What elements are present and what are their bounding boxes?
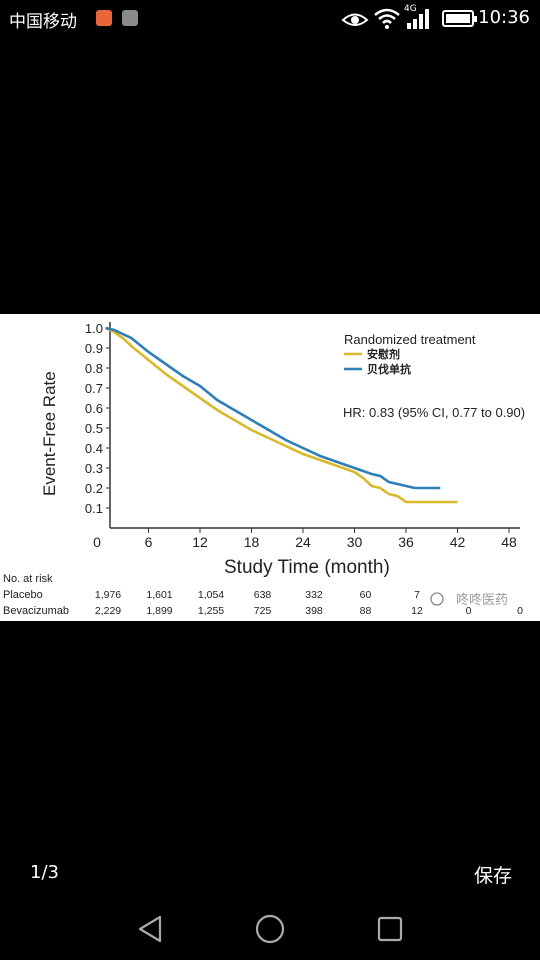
image-counter: 1/3 <box>30 862 59 883</box>
risk-cell: 725 <box>254 605 272 617</box>
status-bar: 中国移动 4G 10:36 <box>0 0 540 36</box>
risk-cell: 638 <box>254 589 272 601</box>
series-line-0 <box>105 326 458 504</box>
risk-table-header: No. at risk <box>3 573 53 585</box>
x-tick-label: 36 <box>398 534 414 550</box>
x-tick-label: 12 <box>192 534 208 550</box>
legend-label: 安慰剂 <box>367 347 400 361</box>
risk-cell: 398 <box>305 605 323 617</box>
risk-row-label: Placebo <box>3 589 43 601</box>
risk-cell: 7 <box>414 589 420 601</box>
y-tick-label: 1.0 <box>85 321 103 336</box>
y-tick-label: 0.9 <box>85 341 103 356</box>
risk-cell: 2,229 <box>95 605 121 617</box>
y-tick-label: 0.7 <box>85 381 103 396</box>
risk-cell: 0 <box>517 605 523 617</box>
risk-cell: 0 <box>466 605 472 617</box>
risk-cell: 1,255 <box>198 605 224 617</box>
battery-icon <box>442 10 477 27</box>
y-tick-label: 0.5 <box>85 421 103 436</box>
legend-label: 贝伐单抗 <box>367 362 411 376</box>
recents-square-icon[interactable] <box>376 915 404 943</box>
x-tick-label: 0 <box>93 534 101 550</box>
carrier-name: 中国移动 <box>9 12 77 32</box>
y-tick-label: 0.8 <box>85 361 103 376</box>
y-tick-label: 0.6 <box>85 401 103 416</box>
watermark: 咚咚医药 <box>456 592 508 608</box>
risk-cell: 1,601 <box>146 589 172 601</box>
back-triangle-icon[interactable] <box>136 914 166 944</box>
km-chart: 0.1 0.2 0.3 0.4 0.5 0.6 0.7 0.8 0.9 1.0 0 6 12 18 24 30… <box>3 321 525 617</box>
x-tick-label: 6 <box>145 534 153 550</box>
chart-image[interactable]: 0.1 0.2 0.3 0.4 0.5 0.6 0.7 0.8 0.9 1.0 0 6 12 18 24 30… <box>0 314 540 621</box>
navigation-bar <box>0 898 540 960</box>
clock: 10:36 <box>478 7 530 28</box>
watermark-icon <box>430 592 444 606</box>
risk-cell: 332 <box>305 589 323 601</box>
network-type: 4G <box>404 4 417 14</box>
risk-row-label: Bevacizumab <box>3 605 69 617</box>
save-button[interactable]: 保存 <box>474 865 513 887</box>
signal-icon <box>407 9 429 29</box>
hr-annotation: HR: 0.83 (95% CI, 0.77 to 0.90) <box>343 405 525 420</box>
notification-app-icon <box>96 10 112 26</box>
x-tick-label: 18 <box>244 534 260 550</box>
risk-cell: 12 <box>411 605 423 617</box>
x-tick-label: 42 <box>450 534 466 550</box>
wifi-icon <box>374 8 400 29</box>
y-tick-label: 0.3 <box>85 461 103 476</box>
series-line-1 <box>105 326 441 490</box>
x-tick-label: 24 <box>295 534 311 550</box>
risk-cell: 1,054 <box>198 589 224 601</box>
x-axis-label: Study Time (month) <box>224 557 390 578</box>
risk-cell: 1,899 <box>146 605 172 617</box>
risk-cell: 88 <box>360 605 372 617</box>
y-axis-label: Event-Free Rate <box>40 371 59 496</box>
x-tick-label: 30 <box>347 534 363 550</box>
risk-cell: 60 <box>360 589 372 601</box>
y-tick-label: 0.4 <box>85 441 103 456</box>
gallery-app-icon <box>122 10 138 26</box>
y-tick-label: 0.1 <box>85 501 103 516</box>
x-tick-label: 48 <box>501 534 517 550</box>
risk-cell: 1,976 <box>95 589 121 601</box>
eye-icon <box>341 13 369 26</box>
y-tick-label: 0.2 <box>85 481 103 496</box>
home-circle-icon[interactable] <box>254 913 286 945</box>
legend-title: Randomized treatment <box>344 332 476 347</box>
